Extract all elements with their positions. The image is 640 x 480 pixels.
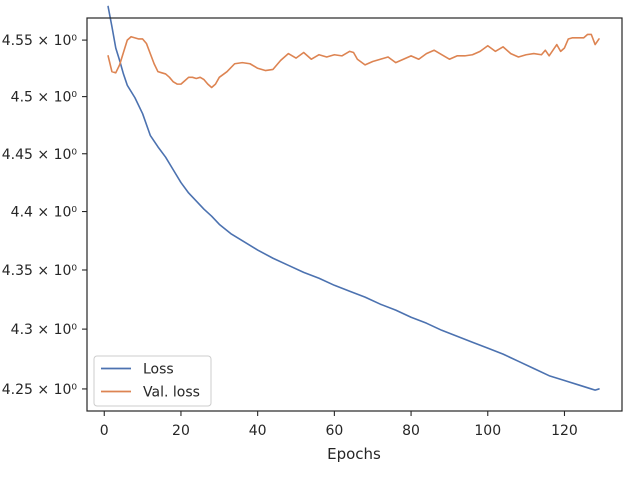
x-tick-label: 120 (551, 423, 578, 439)
series-layer (107, 5, 600, 391)
axes-frame (86, 17, 623, 412)
x-tick-label: 40 (249, 423, 267, 439)
x-tick-label: 60 (325, 423, 343, 439)
y-axis: 4.25 × 10⁰ 4.3 × 10⁰ 4.35 × 10⁰ 4.4 × 10⁰ 4.… (2, 33, 87, 398)
plot-area (86, 5, 623, 412)
legend-label-loss: Loss (143, 362, 174, 378)
x-tick-label: 80 (402, 423, 420, 439)
x-axis: 0 20 40 60 80 100 120 (100, 411, 578, 439)
x-axis-label: Epochs (327, 445, 381, 463)
legend-label-val-loss: Val. loss (143, 385, 200, 401)
y-tick-label: 4.25 × 10⁰ (2, 382, 78, 398)
x-tick-label: 100 (474, 423, 501, 439)
y-tick-label: 4.4 × 10⁰ (11, 205, 78, 221)
y-tick-label: 4.3 × 10⁰ (11, 322, 78, 338)
x-tick-label: 20 (172, 423, 190, 439)
y-tick-label: 4.45 × 10⁰ (2, 147, 78, 163)
y-tick-label: 4.35 × 10⁰ (2, 263, 78, 279)
series-line-loss (107, 5, 600, 391)
legend: Loss Val. loss (93, 355, 212, 407)
series-line-val-loss (107, 33, 600, 89)
y-tick-label: 4.5 × 10⁰ (11, 90, 78, 106)
y-tick-label: 4.55 × 10⁰ (2, 33, 78, 49)
x-tick-label: 0 (100, 423, 109, 439)
